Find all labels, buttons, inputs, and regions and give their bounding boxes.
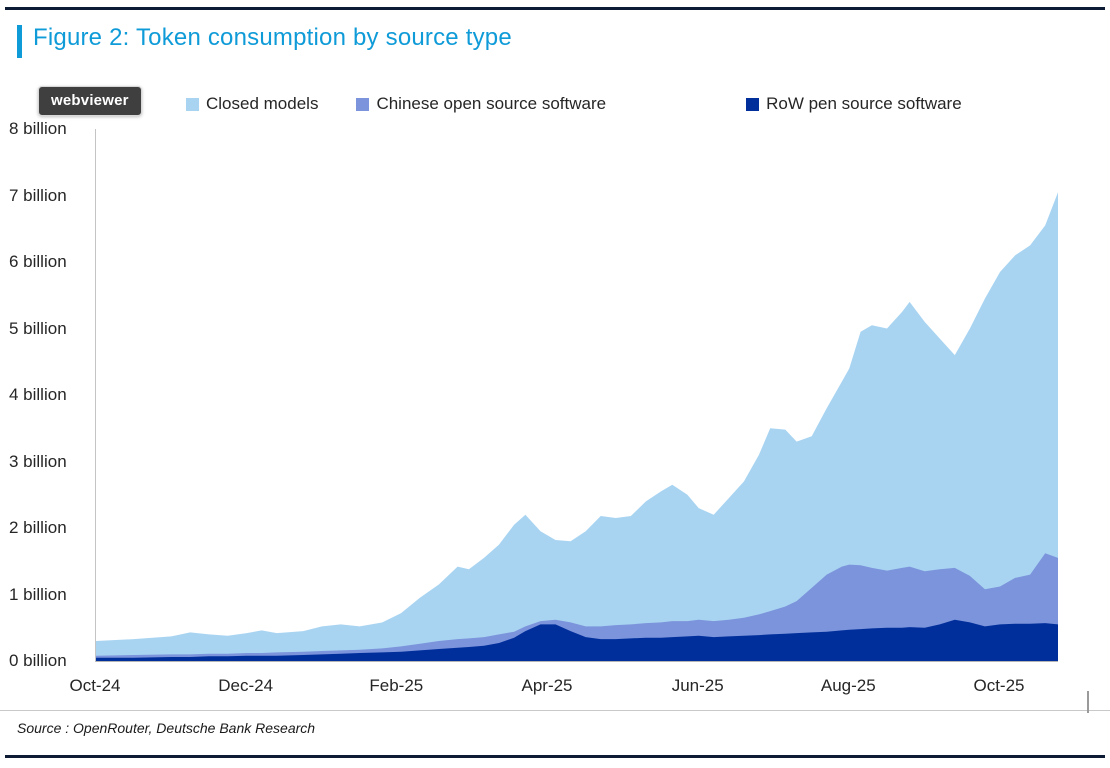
area-series-closed-models — [96, 192, 1058, 661]
x-axis-label: Feb-25 — [369, 676, 424, 695]
source-attribution: Source : OpenRouter, Deutsche Bank Resea… — [17, 720, 316, 736]
legend-swatch-icon — [746, 97, 760, 111]
y-axis-label: 8 billion — [9, 119, 67, 138]
chart-legend: Closed models Chinese open source softwar… — [186, 94, 1000, 114]
y-axis-label: 2 billion — [9, 518, 67, 537]
legend-swatch-icon — [356, 97, 370, 111]
legend-item-closed-models: Closed models — [186, 94, 318, 114]
y-axis-label: 3 billion — [9, 451, 67, 471]
x-axis-label: Dec-24 — [218, 676, 274, 695]
source-divider-rule — [0, 710, 1110, 711]
scrollbar-fragment — [1087, 691, 1089, 713]
x-axis-label: Jun-25 — [671, 676, 724, 695]
y-axis-label: 4 billion — [9, 385, 67, 404]
y-axis-label: 5 billion — [9, 318, 67, 338]
legend-item-chinese-open-source-software: Chinese open source software — [356, 94, 706, 114]
plot-area — [95, 129, 1058, 662]
bottom-border-rule — [5, 755, 1105, 758]
y-axis-label: 1 billion — [9, 584, 67, 604]
figure-title: Figure 2: Token consumption by source ty… — [33, 24, 512, 51]
legend-item-row-pen-source-software: RoW pen source software — [746, 94, 962, 114]
area-series-row-pen-source-software — [96, 619, 1058, 661]
legend-label: Closed models — [206, 94, 319, 113]
y-axis: 0 billion 1 billion 2 billion 3 billion 4 bi… — [0, 119, 82, 670]
y-axis-label: 7 billion — [9, 185, 67, 205]
stacked-area-chart — [96, 192, 1058, 661]
top-border-rule — [5, 7, 1105, 10]
legend-swatch-icon — [186, 97, 199, 111]
x-axis-label: Oct-24 — [69, 676, 121, 695]
legend-label: RoW pen source software — [766, 94, 962, 113]
y-axis-label: 0 billion — [9, 651, 67, 670]
x-axis: Oct-24 Dec-24 Feb-25 Apr-25 Jun-25 Aug-25 Oct-… — [69, 676, 1057, 700]
title-accent-bar — [17, 25, 22, 58]
webviewer-tooltip: webviewer — [38, 86, 142, 116]
legend-label: Chinese open source software — [376, 94, 607, 113]
y-axis-label: 6 billion — [9, 252, 67, 271]
x-axis-label: Aug-25 — [820, 676, 876, 695]
x-axis-label: Apr-25 — [521, 676, 573, 695]
x-axis-label: Oct-25 — [973, 676, 1025, 695]
